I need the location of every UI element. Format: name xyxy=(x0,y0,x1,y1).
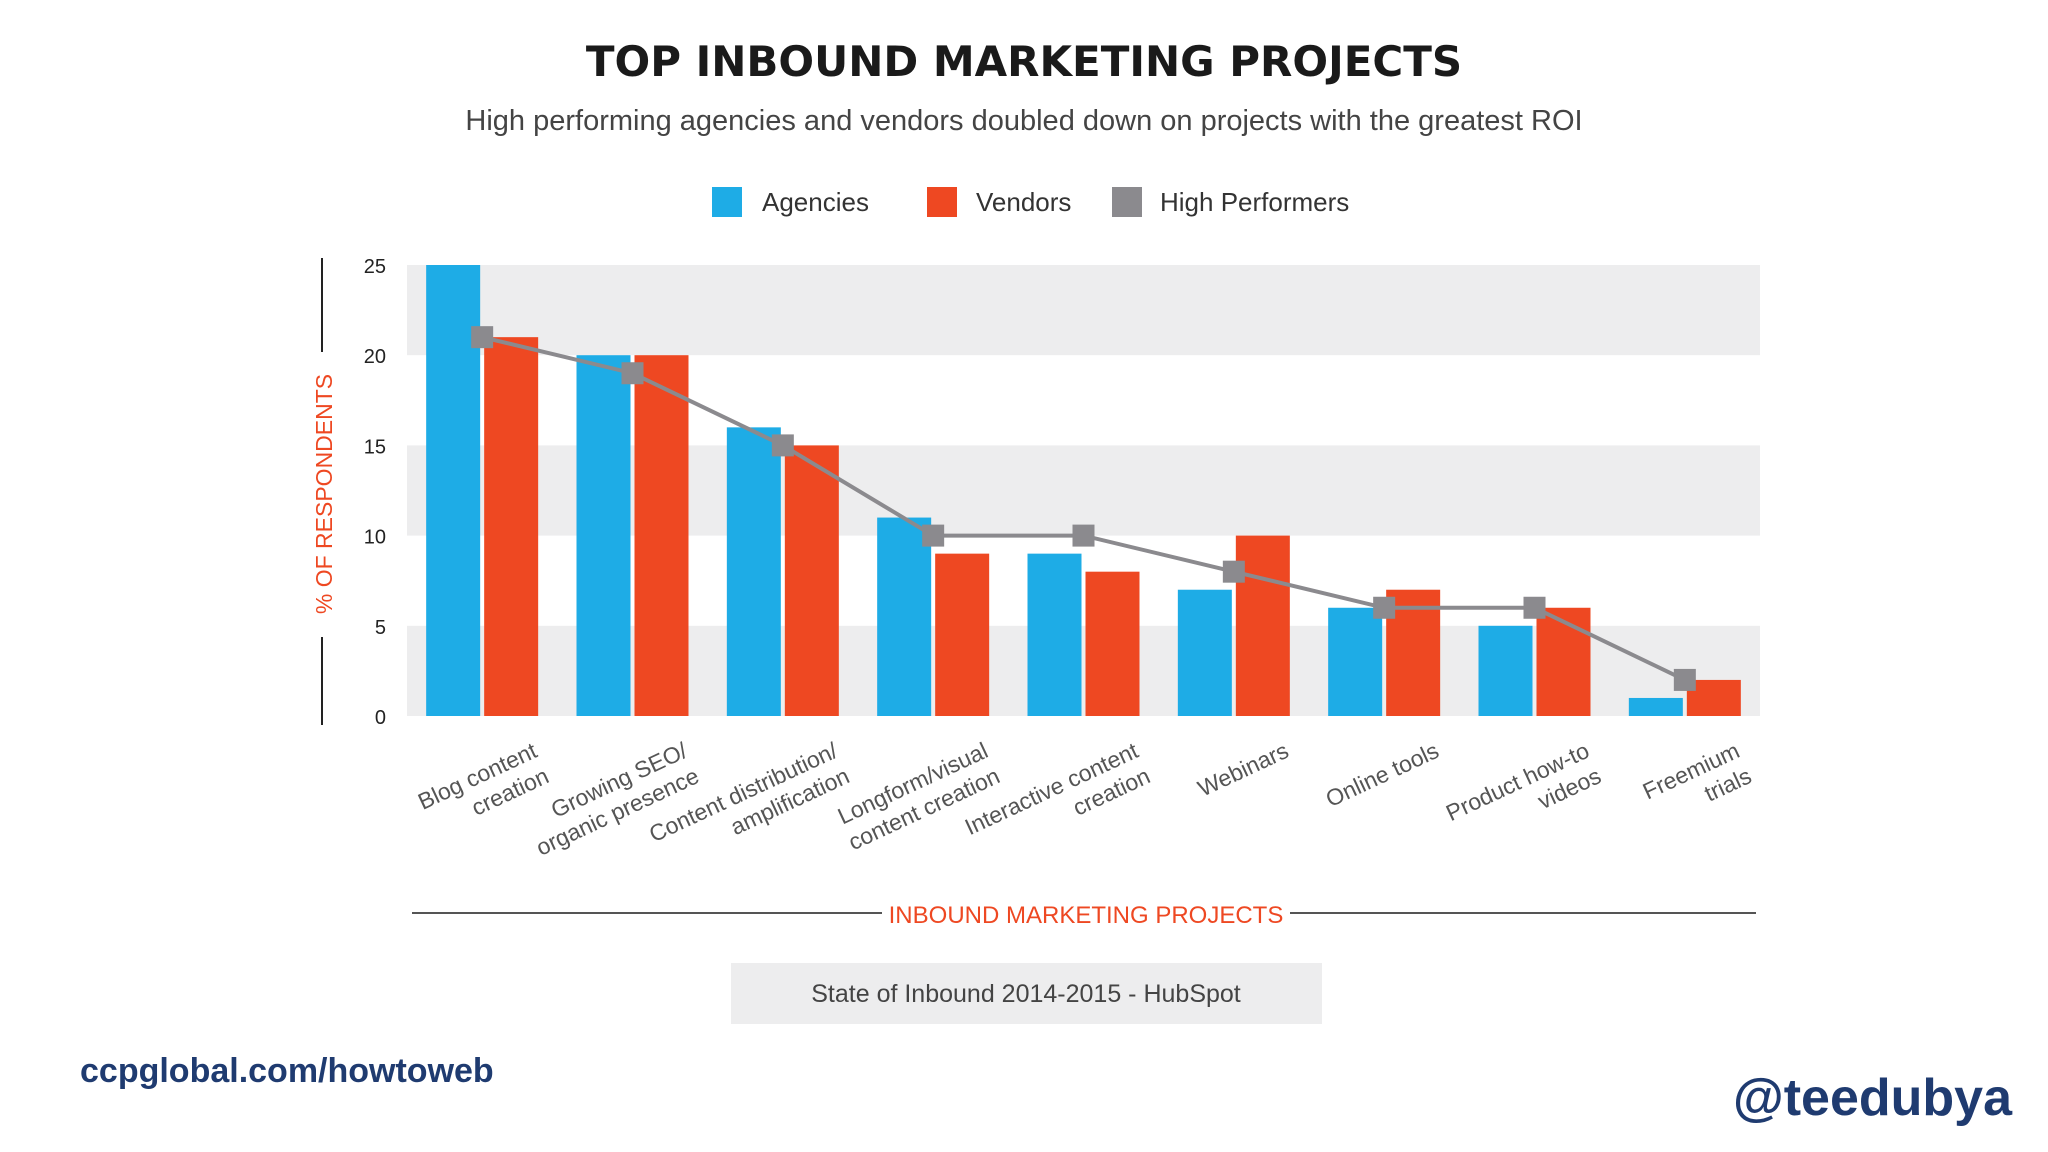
bar-vendors xyxy=(1085,571,1140,716)
bar-agencies xyxy=(1328,607,1383,716)
y-axis-label: % OF RESPONDENTS xyxy=(311,374,337,614)
bar-agencies xyxy=(1628,697,1683,716)
x-tick-label: Online tools xyxy=(1322,737,1443,812)
legend-swatch-vendors xyxy=(927,187,957,217)
high-performers-point xyxy=(922,524,945,547)
band xyxy=(407,265,1760,356)
footer-link[interactable]: ccpglobal.com/howtoweb xyxy=(80,1052,494,1090)
legend-swatch-agencies xyxy=(712,187,742,217)
y-tick-label: 5 xyxy=(375,617,386,639)
bar-agencies xyxy=(726,427,781,716)
legend-label-high-performers: High Performers xyxy=(1160,187,1349,217)
y-tick-label: 15 xyxy=(364,436,386,458)
bar-agencies xyxy=(1177,589,1232,716)
bar-agencies xyxy=(1027,553,1082,716)
y-tick-label: 20 xyxy=(364,346,386,368)
legend-label-vendors: Vendors xyxy=(976,187,1071,217)
bar-agencies xyxy=(877,517,932,716)
x-tick-label: Webinars xyxy=(1194,737,1293,801)
source-box: State of Inbound 2014-2015 - HubSpot xyxy=(731,963,1322,1024)
footer-handle: @teedubya xyxy=(1733,1069,2012,1127)
bar-vendors xyxy=(484,337,539,716)
high-performers-point xyxy=(621,362,644,385)
high-performers-point xyxy=(1072,524,1095,547)
legend-label-agencies: Agencies xyxy=(762,187,869,217)
y-ticks: 0 5 10 15 20 25 xyxy=(364,256,386,729)
bar-agencies xyxy=(1478,625,1533,716)
x-tick-label: Growing SEO/organic presence xyxy=(532,737,703,861)
x-axis-title-group: INBOUND MARKETING PROJECTS xyxy=(412,902,1756,929)
high-performers-series xyxy=(471,326,1696,691)
high-performers-point xyxy=(1523,596,1546,619)
y-tick-label: 25 xyxy=(364,256,386,278)
band xyxy=(407,445,1760,536)
y-axis: % OF RESPONDENTS 0 5 10 15 20 25 xyxy=(311,256,386,729)
x-axis-label: INBOUND MARKETING PROJECTS xyxy=(889,902,1284,929)
source-background xyxy=(731,963,1322,1024)
bar-vendors xyxy=(935,553,990,716)
high-performers-point xyxy=(471,326,494,349)
high-performers-point xyxy=(771,434,794,457)
y-tick-label: 0 xyxy=(375,707,386,729)
chart-title: TOP INBOUND MARKETING PROJECTS xyxy=(586,37,1462,86)
bar-vendors xyxy=(1536,607,1591,716)
y-tick-label: 10 xyxy=(364,527,386,549)
legend: Agencies Vendors High Performers xyxy=(712,187,1349,217)
x-tick-label-line: Online tools xyxy=(1322,737,1443,812)
source-text: State of Inbound 2014-2015 - HubSpot xyxy=(811,980,1241,1008)
high-performers-point xyxy=(1373,596,1396,619)
chart-subtitle: High performing agencies and vendors dou… xyxy=(465,105,1582,137)
bar-vendors xyxy=(634,355,689,716)
bar-vendors xyxy=(784,445,839,716)
high-performers-point xyxy=(1222,560,1245,583)
x-tick-label-line: Webinars xyxy=(1194,737,1293,801)
legend-swatch-high-performers xyxy=(1112,187,1142,217)
background-bands xyxy=(407,265,1760,716)
bars xyxy=(426,265,1741,716)
bar-agencies xyxy=(576,355,631,716)
band xyxy=(407,625,1760,716)
high-performers-point xyxy=(1673,668,1696,691)
